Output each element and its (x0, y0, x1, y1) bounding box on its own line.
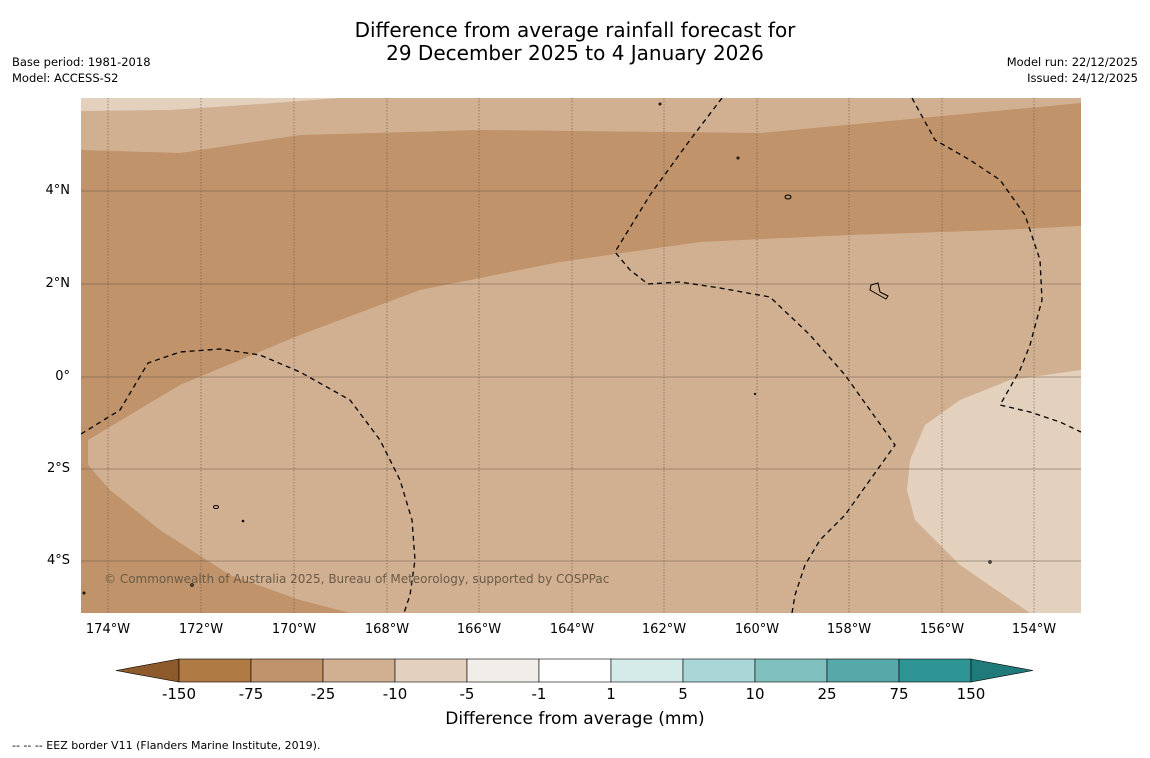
band-mid (81, 98, 1081, 613)
colorbar-tick: -25 (310, 685, 336, 703)
map-area (81, 98, 1081, 613)
colorbar-tick: -1 (531, 685, 547, 703)
lat-label-0: 0° (55, 369, 70, 384)
colorbar-segment (394, 658, 468, 683)
lat-label-2n: 2°N (45, 276, 71, 291)
colorbar-tick: 150 (956, 685, 986, 703)
band-light-right (907, 370, 1081, 613)
colorbar-segment (682, 658, 756, 683)
lat-label-2s: 2°S (46, 461, 70, 476)
lon-label-166w: 166°W (456, 622, 502, 637)
colorbar-segment (322, 658, 396, 683)
colorbar-tick: -5 (459, 685, 475, 703)
colorbar-segment (178, 658, 252, 683)
lon-label-168w: 168°W (364, 622, 410, 637)
colorbar-segment (466, 658, 540, 683)
title-line-1: Difference from average rainfall forecas… (354, 18, 796, 42)
lat-label-4s: 4°S (46, 553, 70, 568)
graticule (107, 98, 1035, 613)
meta-left: Base period: 1981-2018 Model: ACCESS-S2 (12, 54, 151, 86)
islands (82, 102, 992, 595)
model-name: Model: ACCESS-S2 (12, 71, 119, 85)
title-line-2: 29 December 2025 to 4 January 2026 (386, 41, 764, 65)
colorbar (115, 658, 1034, 683)
lon-label-164w: 164°W (549, 622, 595, 637)
lon-label-174w: 174°W (85, 622, 131, 637)
lon-label-156w: 156°W (919, 622, 965, 637)
colorbar-label: Difference from average (mm) (445, 709, 705, 729)
colorbar-tick: -10 (382, 685, 408, 703)
colorbar-segment (898, 658, 972, 683)
copyright-notice: © Commonwealth of Australia 2025, Bureau… (104, 572, 610, 586)
issued-date: Issued: 24/12/2025 (1027, 71, 1138, 85)
latitude-lines (81, 190, 1081, 562)
lat-label-4n: 4°N (45, 183, 71, 198)
band-light-top (81, 98, 340, 111)
colorbar-tick: 10 (745, 685, 765, 703)
eez-borders (81, 98, 1081, 613)
colorbar-extend-high (970, 658, 1034, 683)
lon-label-172w: 172°W (178, 622, 224, 637)
meta-right: Model run: 22/12/2025 Issued: 24/12/2025 (1007, 54, 1138, 86)
colorbar-segment (754, 658, 828, 683)
colorbar-segment (250, 658, 324, 683)
colorbar-tick: -75 (238, 685, 264, 703)
colorbar-tick: -150 (161, 685, 197, 703)
lon-label-160w: 160°W (734, 622, 780, 637)
map-title: Difference from average rainfall forecas… (0, 19, 1150, 65)
lon-label-170w: 170°W (271, 622, 317, 637)
colorbar-segment (826, 658, 900, 683)
colorbar-tick: 1 (606, 685, 616, 703)
colorbar-segment (610, 658, 684, 683)
colorbar-tick: 75 (889, 685, 909, 703)
lon-label-154w: 154°W (1011, 622, 1057, 637)
colorbar-extend-low (115, 658, 180, 683)
colorbar-segment (538, 658, 612, 683)
eez-footnote: -- -- -- EEZ border V11 (Flanders Marine… (12, 739, 321, 752)
base-period: Base period: 1981-2018 (12, 55, 151, 69)
lon-label-158w: 158°W (826, 622, 872, 637)
model-run: Model run: 22/12/2025 (1006, 55, 1138, 69)
lon-label-162w: 162°W (641, 622, 687, 637)
colorbar-tick: 5 (678, 685, 688, 703)
colorbar-tick: 25 (817, 685, 837, 703)
